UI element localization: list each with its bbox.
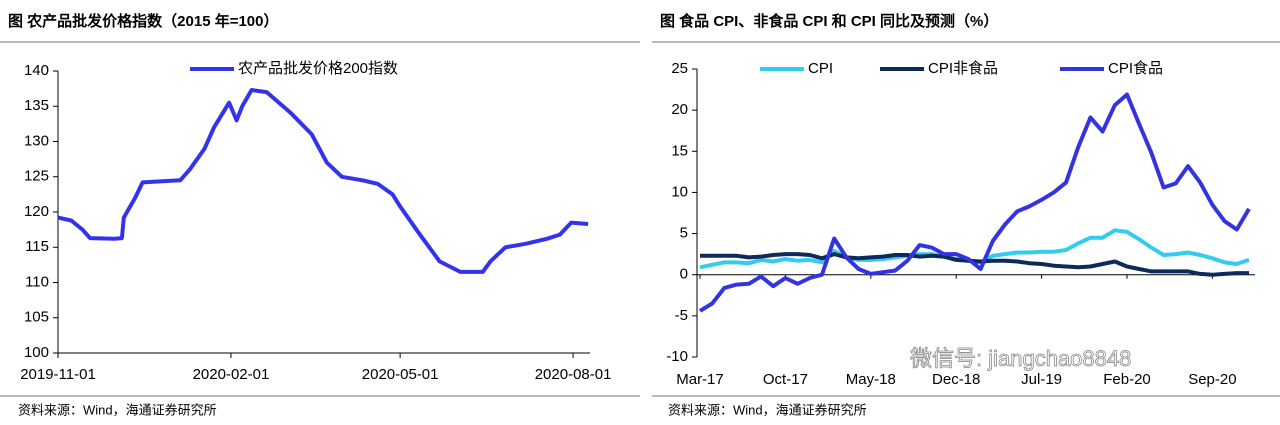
y-tick-label: 100 <box>24 344 49 361</box>
x-tick-label: Sep-20 <box>1188 371 1236 388</box>
y-tick-label: 135 <box>24 97 49 114</box>
y-tick-label: 0 <box>680 266 688 283</box>
y-tick-label: 10 <box>671 183 688 200</box>
source: 资料来源：Wind，海通证券研究所 <box>668 402 867 417</box>
y-tick-label: 25 <box>671 60 688 77</box>
y-tick-label: -10 <box>666 348 688 365</box>
y-tick-label: -5 <box>675 307 688 324</box>
y-tick-label: 125 <box>24 168 49 185</box>
legend-label: CPI非食品 <box>928 60 998 77</box>
x-tick-label: 2020-08-01 <box>535 366 612 383</box>
y-tick-label: 115 <box>25 238 49 255</box>
watermark: 微信号: jiangchao8848 <box>910 346 1131 371</box>
series-line <box>57 88 589 274</box>
y-tick-label: 120 <box>24 203 49 220</box>
y-tick-label: 130 <box>24 132 49 149</box>
x-tick-label: 2019-11-01 <box>20 366 96 383</box>
x-tick-label: 2020-02-01 <box>193 366 270 383</box>
x-tick-label: 2020-05-01 <box>362 366 439 383</box>
x-tick-label: Jul-19 <box>1021 371 1062 388</box>
y-tick-label: 105 <box>24 309 49 326</box>
legend-label: 农产品批发价格200指数 <box>238 60 398 77</box>
y-tick-label: 5 <box>680 225 688 242</box>
chart-title: 图 食品 CPI、非食品 CPI 和 CPI 同比及预测（%） <box>660 12 998 30</box>
y-tick-label: 110 <box>25 273 49 290</box>
source: 资料来源：Wind，海通证券研究所 <box>18 402 217 417</box>
x-tick-label: Dec-18 <box>932 371 980 388</box>
series-line <box>700 252 1249 277</box>
x-tick-label: May-18 <box>846 371 896 388</box>
legend-label: CPI <box>808 60 833 77</box>
x-tick-label: Feb-20 <box>1103 371 1151 388</box>
y-tick-label: 20 <box>671 101 688 118</box>
legend-label: CPI食品 <box>1108 60 1163 77</box>
y-tick-label: 15 <box>671 142 688 159</box>
series-line <box>698 92 1251 313</box>
chart-title: 图 农产品批发价格指数（2015 年=100） <box>8 12 279 30</box>
x-tick-label: Mar-17 <box>676 371 724 388</box>
x-tick-label: Oct-17 <box>763 371 808 388</box>
y-tick-label: 140 <box>24 62 49 79</box>
